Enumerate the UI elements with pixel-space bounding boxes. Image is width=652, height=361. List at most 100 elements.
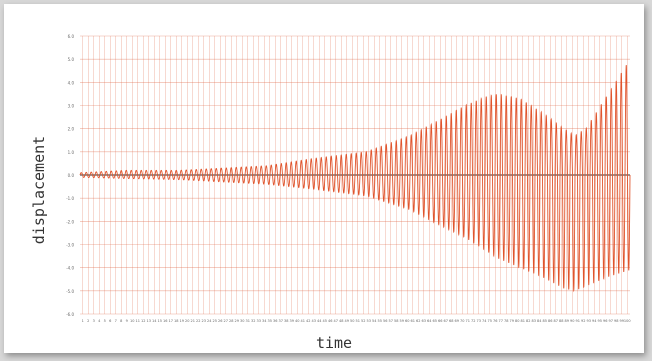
y-tick-label: -6.0: [66, 312, 74, 317]
x-tick-label: 6: [109, 319, 111, 323]
x-tick-label: 68: [449, 319, 453, 323]
y-tick-label: 5.0: [68, 57, 75, 62]
x-tick-label: 18: [174, 319, 178, 323]
x-tick-label: 74: [482, 319, 487, 323]
x-tick-label: 47: [334, 319, 338, 323]
x-tick-label: 100: [624, 319, 631, 323]
x-tick-label: 84: [537, 319, 542, 323]
x-tick-label: 60: [405, 319, 409, 323]
x-tick-label: 59: [400, 319, 404, 323]
x-tick-label: 49: [345, 319, 349, 323]
x-tick-label: 24: [207, 319, 212, 323]
x-tick-label: 54: [372, 319, 377, 323]
x-tick-label: 72: [471, 319, 475, 323]
x-tick-label: 76: [493, 319, 497, 323]
x-tick-label: 62: [416, 319, 420, 323]
x-tick-label: 70: [460, 319, 464, 323]
y-tick-label: 0.0: [68, 173, 75, 178]
x-tick-label: 86: [548, 319, 552, 323]
x-axis-label: time: [315, 334, 353, 352]
x-tick-label: 14: [152, 319, 157, 323]
chart-card: 6.0 5.0 4.0 3.0 2.0 1.0 0.0 -1.0 -2.0 -3.0 -4.0 -5.…: [4, 4, 644, 353]
x-tick-label: 79: [510, 319, 514, 323]
x-tick-label: 82: [526, 319, 530, 323]
y-tick-label: -3.0: [66, 243, 74, 248]
x-tick-label: 27: [224, 319, 228, 323]
x-tick-label: 5: [104, 319, 106, 323]
x-tick-label: 52: [361, 319, 365, 323]
x-tick-label: 40: [295, 319, 299, 323]
x-tick-label: 48: [339, 319, 343, 323]
x-tick-label: 3: [93, 319, 95, 323]
x-tick-label: 67: [444, 319, 448, 323]
x-tick-label: 9: [126, 319, 128, 323]
x-tick-label: 71: [466, 319, 470, 323]
x-tick-label: 42: [306, 319, 310, 323]
y-tick-label: -2.0: [66, 219, 74, 224]
x-tick-label: 50: [350, 319, 354, 323]
x-tick-label: 25: [213, 319, 217, 323]
x-tick-label: 63: [422, 319, 426, 323]
x-tick-label: 64: [427, 319, 432, 323]
x-tick-label: 51: [356, 319, 360, 323]
x-tick-label: 29: [235, 319, 239, 323]
x-tick-label: 98: [614, 319, 618, 323]
chart-plot: 6.0 5.0 4.0 3.0 2.0 1.0 0.0 -1.0 -2.0 -3.0 -4.0 -5.…: [66, 34, 631, 323]
x-tick-label: 16: [163, 319, 167, 323]
x-tick-label: 8: [120, 319, 122, 323]
y-tick-label: 4.0: [68, 80, 75, 85]
series-line: [79, 65, 631, 293]
x-tick-label: 36: [273, 319, 277, 323]
x-tick-label: 28: [229, 319, 233, 323]
y-tick-label: 3.0: [68, 104, 75, 109]
y-axis-label: displacement: [30, 135, 48, 245]
x-tick-label: 11: [136, 319, 140, 323]
x-tick-label: 77: [499, 319, 503, 323]
x-tick-label: 95: [598, 319, 602, 323]
x-tick-label: 45: [323, 319, 327, 323]
x-tick-label: 2: [87, 319, 89, 323]
x-tick-label: 17: [169, 319, 173, 323]
x-tick-label: 7: [115, 319, 117, 323]
x-tick-label: 73: [477, 319, 481, 323]
x-tick-label: 93: [587, 319, 591, 323]
x-tick-label: 39: [290, 319, 294, 323]
y-tick-labels: 6.0 5.0 4.0 3.0 2.0 1.0 0.0 -1.0 -2.0 -3.0 -4.0 -5.…: [66, 34, 74, 317]
x-tick-label: 32: [251, 319, 255, 323]
x-tick-label: 21: [191, 319, 195, 323]
x-tick-label: 10: [130, 319, 134, 323]
x-tick-label: 22: [196, 319, 200, 323]
y-tick-label: -4.0: [66, 266, 74, 271]
x-tick-label: 88: [559, 319, 563, 323]
x-tick-label: 26: [218, 319, 222, 323]
x-tick-label: 31: [246, 319, 250, 323]
x-tick-label: 81: [521, 319, 525, 323]
x-tick-label: 30: [240, 319, 244, 323]
x-tick-label: 55: [378, 319, 382, 323]
x-tick-label: 65: [433, 319, 437, 323]
x-tick-label: 83: [532, 319, 536, 323]
x-tick-label: 87: [554, 319, 558, 323]
y-tick-label: -5.0: [66, 289, 74, 294]
x-tick-label: 61: [411, 319, 415, 323]
x-tick-label: 46: [328, 319, 332, 323]
x-tick-label: 56: [383, 319, 387, 323]
y-tick-label: -1.0: [66, 196, 74, 201]
y-tick-label: 1.0: [68, 150, 75, 155]
x-tick-label: 96: [603, 319, 607, 323]
x-tick-label: 94: [592, 319, 597, 323]
x-tick-label: 4: [98, 319, 101, 323]
x-tick-label: 80: [515, 319, 519, 323]
x-tick-label: 75: [488, 319, 492, 323]
x-tick-label: 12: [141, 319, 145, 323]
x-tick-label: 38: [284, 319, 288, 323]
x-tick-label: 53: [367, 319, 371, 323]
x-tick-label: 37: [279, 319, 283, 323]
x-tick-label: 57: [389, 319, 393, 323]
x-tick-label: 19: [180, 319, 184, 323]
x-tick-label: 89: [565, 319, 569, 323]
x-tick-label: 35: [268, 319, 272, 323]
x-tick-label: 43: [312, 319, 316, 323]
x-tick-label: 33: [257, 319, 261, 323]
x-tick-label: 99: [620, 319, 624, 323]
